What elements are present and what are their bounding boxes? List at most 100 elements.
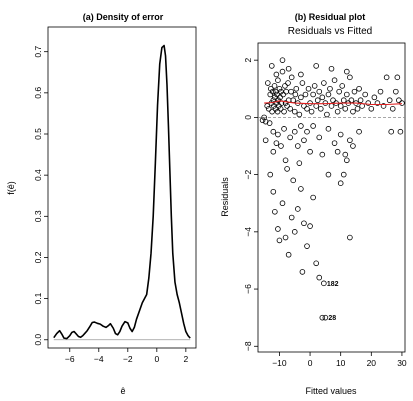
density-y-tick-label: 0.6: [33, 87, 43, 99]
residual-point: [344, 91, 350, 98]
residual-point: [298, 94, 304, 101]
residual-subtitle: Residuals vs Fitted: [288, 26, 372, 37]
residual-point: [319, 151, 326, 158]
residual-point: [319, 314, 326, 321]
residual-point: [356, 85, 362, 92]
residual-point: [277, 106, 284, 112]
residual-point-label: 28: [328, 315, 336, 322]
residual-point: [281, 108, 287, 115]
density-y-tick-label: 0.2: [33, 251, 43, 263]
residual-point: [302, 91, 309, 98]
residual-point: [285, 251, 292, 258]
residual-point: [316, 274, 323, 281]
residual-point: [282, 100, 289, 106]
residual-x-tick-label: 0: [308, 358, 313, 368]
density-y-tick-label: 0.1: [33, 292, 43, 304]
residual-point: [279, 68, 286, 75]
residual-point: [388, 128, 395, 135]
residual-plot-frame: [257, 42, 406, 353]
residual-point: [291, 108, 298, 115]
residual-point: [298, 186, 304, 192]
density-x-tick-label: 0: [154, 354, 159, 364]
residual-point: [270, 188, 277, 195]
residual-point: [310, 91, 316, 98]
residual-point: [374, 100, 381, 106]
residual-y-axis-label: Residuals: [220, 177, 230, 217]
residual-point: [279, 57, 286, 63]
residual-point: [324, 111, 330, 118]
residual-point: [281, 126, 287, 132]
residual-point: [285, 80, 291, 86]
residual-point: [334, 148, 341, 155]
residual-point: [321, 80, 327, 86]
residual-point: [342, 151, 349, 158]
density-x-tick-label: −4: [94, 354, 104, 364]
residual-point-label: 182: [327, 281, 339, 288]
residual-point: [307, 148, 313, 155]
residual-point: [290, 97, 297, 104]
density-plot-frame: [47, 26, 197, 349]
residual-point: [357, 97, 364, 104]
residual-point: [350, 143, 356, 149]
residual-point: [259, 117, 266, 124]
residual-point: [265, 106, 272, 112]
residual-point: [296, 160, 303, 166]
panel-b: (b) Residual plot Residuals vs Fitted −1…: [220, 12, 407, 396]
residual-point: [313, 63, 319, 69]
density-y-tick-label: 0.5: [33, 128, 43, 140]
residual-point: [288, 88, 294, 95]
residual-point: [325, 91, 332, 98]
residual-x-tick-label: 30: [397, 358, 407, 368]
residual-point: [317, 106, 324, 112]
residual-point: [284, 103, 290, 109]
residual-point: [301, 220, 307, 227]
residual-point: [368, 106, 375, 112]
residual-point: [275, 97, 282, 104]
residual-point: [298, 71, 304, 78]
residual-point: [350, 108, 356, 115]
residual-point: [299, 269, 306, 275]
residual-point: [296, 111, 303, 118]
residual-point: [269, 88, 276, 95]
density-curve: [53, 44, 191, 340]
residual-point: [295, 143, 301, 149]
residual-point: [295, 206, 301, 212]
residual-point: [328, 65, 335, 72]
residual-y-tick-label: −6: [243, 284, 253, 294]
residual-point: [393, 88, 399, 95]
residual-point: [307, 223, 313, 229]
density-x-tick-label: 2: [183, 354, 188, 364]
residual-point: [288, 214, 295, 221]
residual-point: [284, 166, 290, 172]
residual-point: [347, 137, 353, 144]
residual-point: [290, 177, 297, 184]
residual-point: [348, 97, 355, 104]
residual-point: [351, 88, 358, 95]
residual-point: [270, 148, 277, 155]
residual-point: [340, 97, 347, 104]
residual-point: [386, 97, 393, 104]
residual-point: [336, 88, 342, 95]
residual-point: [275, 131, 281, 138]
residual-point: [278, 143, 284, 149]
density-y-tick-label: 0.3: [33, 210, 43, 222]
residual-point: [347, 234, 353, 241]
residual-point: [282, 234, 289, 241]
residual-y-tick-label: −2: [243, 169, 253, 179]
residual-point: [389, 106, 396, 112]
residual-point: [266, 120, 273, 126]
residual-point: [304, 106, 310, 112]
residual-point: [328, 103, 335, 109]
residual-point: [301, 103, 307, 109]
residual-point: [334, 108, 341, 115]
residual-point: [292, 91, 299, 98]
density-x-axis-label: ê: [120, 386, 125, 396]
residual-point: [340, 171, 347, 178]
residual-point: [331, 77, 338, 83]
residual-point: [316, 88, 323, 95]
residual-point: [271, 83, 278, 89]
residual-point: [283, 88, 289, 95]
residual-point: [331, 140, 338, 146]
